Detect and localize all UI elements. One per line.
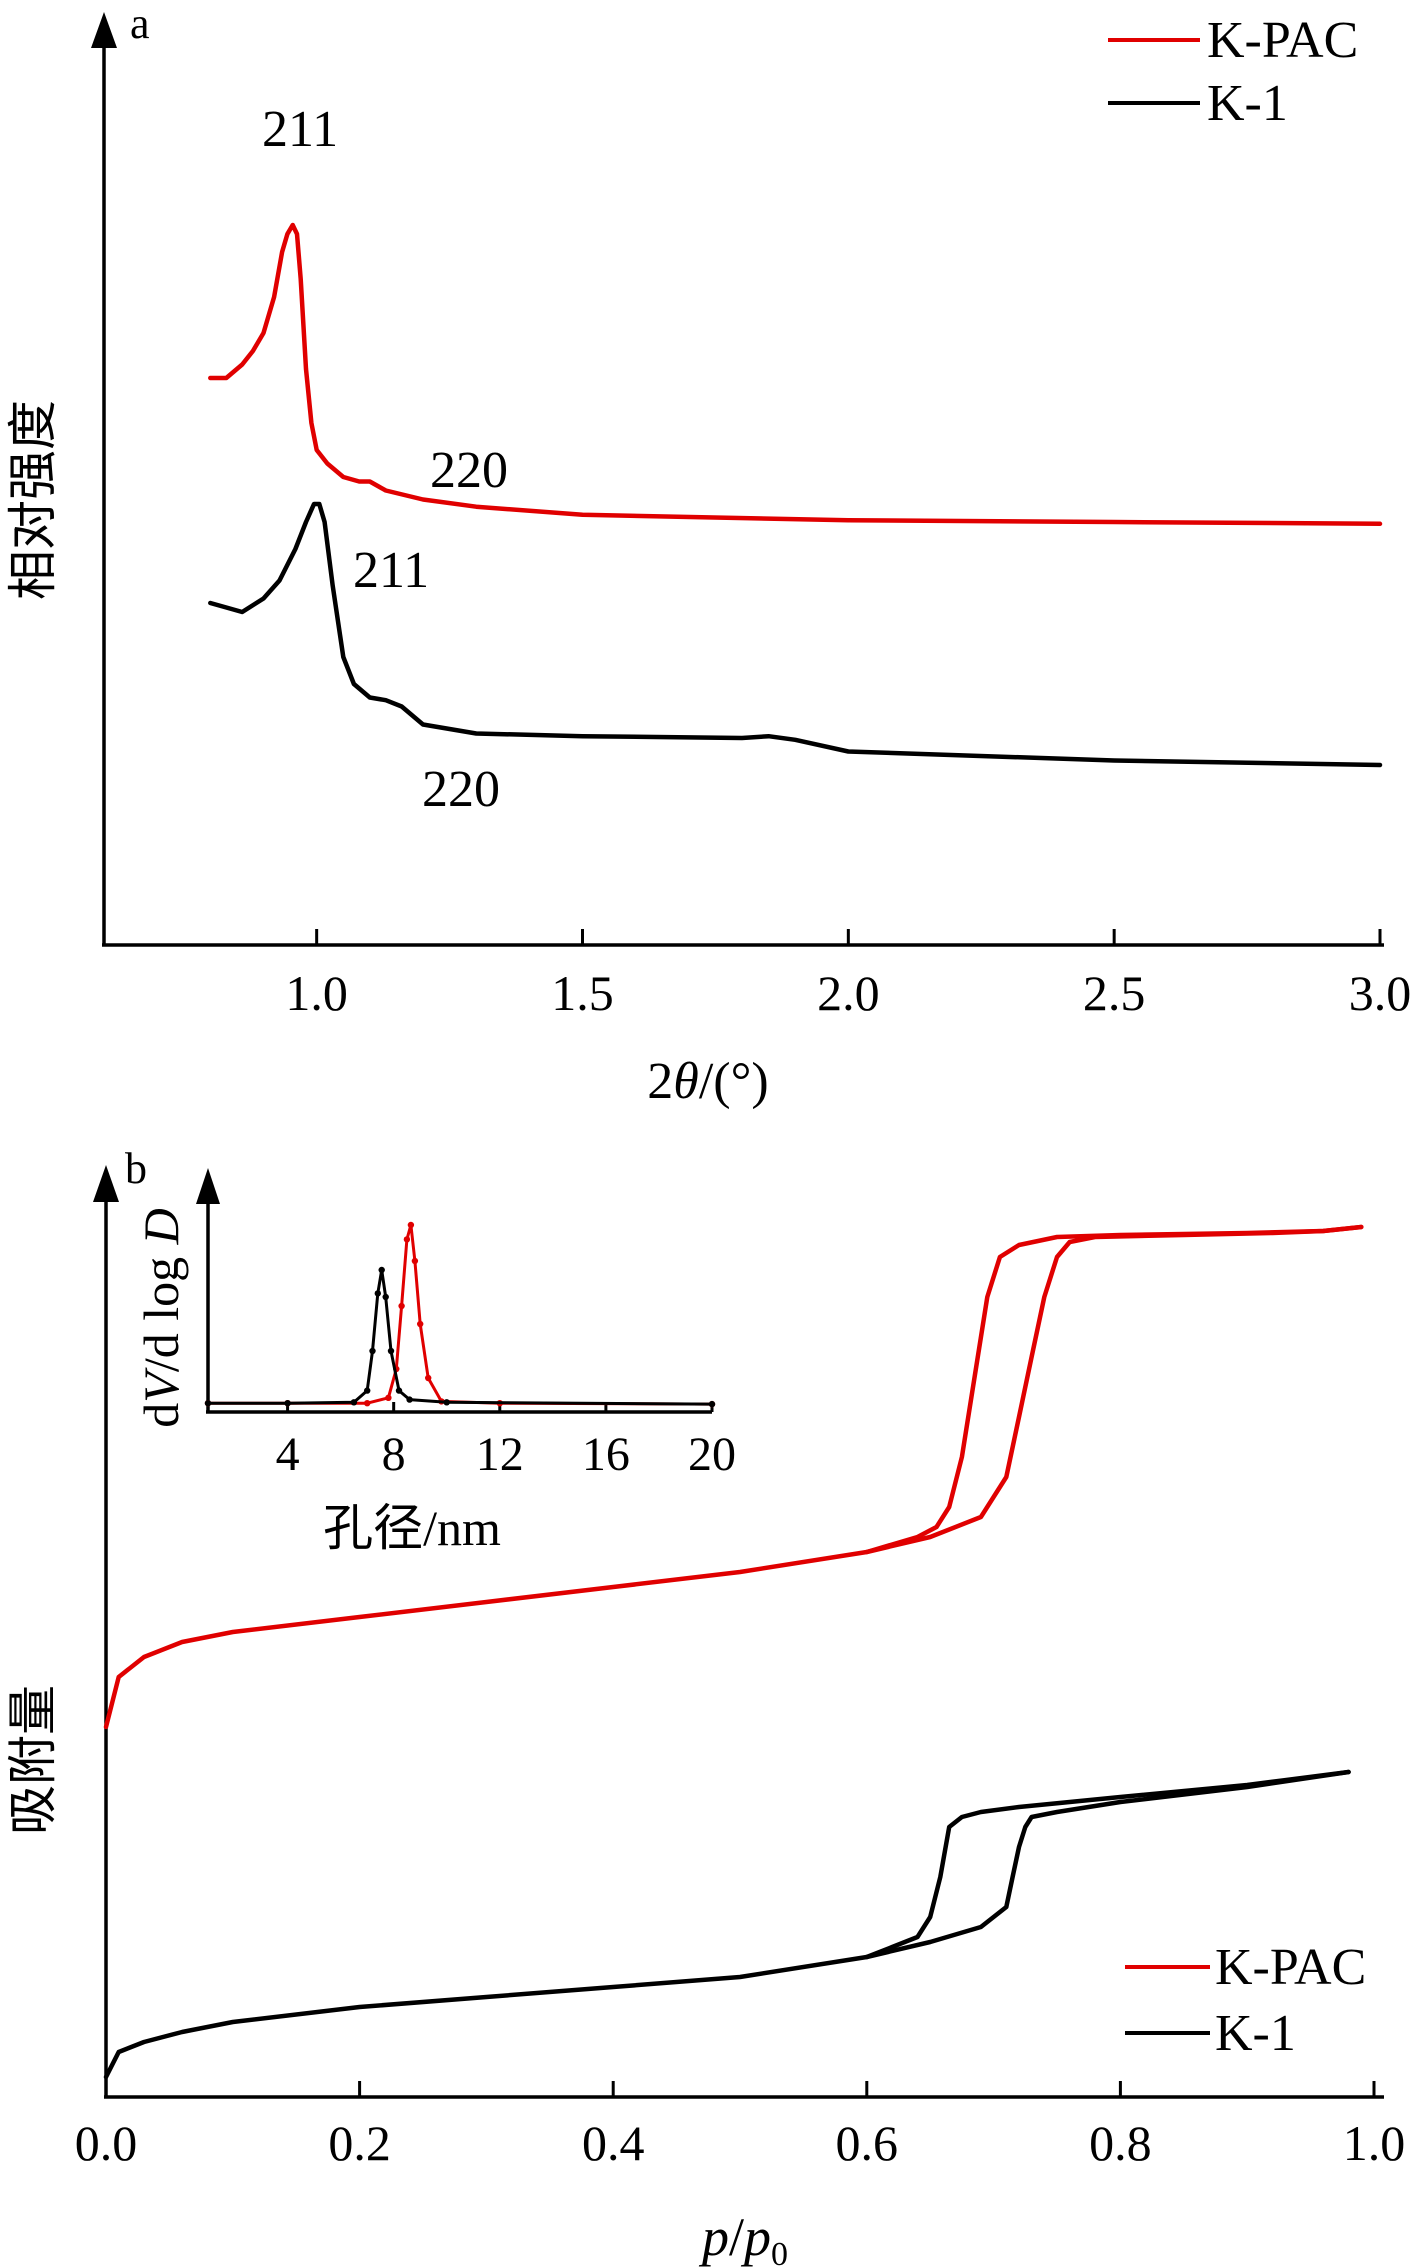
inset-x-tick-label-1: 8: [382, 1428, 406, 1481]
inset-ylabel-dd: D: [133, 1208, 189, 1245]
inset-point-k-1-12: [708, 1400, 716, 1408]
inset-ylabel-v: V: [133, 1367, 189, 1403]
panel-b-adsorption-k-1: [103, 1769, 1351, 2080]
panel-b-x-tick-label-2: 0.4: [582, 2115, 645, 2171]
panel-a-y-arrow-icon: [91, 12, 117, 48]
panel-a-x-tick-label-0: 1.0: [285, 965, 348, 1021]
panel-a: a 1.0 1.5 2.0 2.5 3.0 相对强度 2θ/(°) K-PAC K-1 …: [5, 0, 1411, 1110]
inset-point-k-1-4: [369, 1347, 376, 1355]
panel-a-legend-k1: K-1: [1207, 75, 1288, 132]
inset-point-k-1-9: [395, 1387, 403, 1394]
panel-b-y-arrow-icon: [93, 1165, 119, 1202]
panel-b-xlabel-slash: /: [729, 2207, 744, 2267]
inset-ylabel: dV/d log D: [133, 1208, 189, 1427]
panel-a-line-k-1: [208, 501, 1383, 768]
inset-point-k-pac-2: [364, 1400, 371, 1407]
inset-point-k-1-2: [350, 1399, 358, 1406]
annotation-k1-211: 211: [353, 542, 429, 599]
inset-point-k-1-11: [443, 1399, 450, 1406]
inset-xlabel: 孔径/nm: [323, 1500, 501, 1556]
panel-a-xlabel-suffix: /(°): [699, 1053, 769, 1110]
panel-a-line-k-pac: [208, 222, 1383, 527]
panel-b-xlabel-p: p: [698, 2207, 729, 2267]
inset-chart: 4 8 12 16 20 孔径/nm dV/d log D: [133, 1168, 736, 1556]
annotation-kpac-211: 211: [262, 101, 338, 158]
panel-b-x-tick-label-1: 0.2: [328, 2115, 391, 2171]
panel-b-x-tick-label-5: 1.0: [1343, 2115, 1406, 2171]
panel-b-x-tick-label-3: 0.6: [836, 2115, 899, 2171]
inset-point-k-pac-7: [407, 1221, 415, 1229]
panel-a-xlabel-prefix: 2: [647, 1053, 673, 1110]
panel-b-x-tick-label-0: 0.0: [75, 2115, 138, 2171]
panel-a-x-tick-label-1: 1.5: [551, 965, 614, 1021]
panel-b-desorption-k-pac: [864, 1224, 1364, 1555]
inset-point-k-pac-8: [411, 1257, 419, 1265]
inset-ylabel-mid: /d log: [133, 1244, 189, 1372]
panel-a-x-tick-label-2: 2.0: [817, 965, 880, 1021]
panel-a-ylabel: 相对强度: [5, 400, 61, 600]
inset-point-k-1-6: [378, 1266, 385, 1274]
inset-x-ticks: 4 8 12 16 20: [276, 1402, 736, 1481]
inset-x-tick-label-4: 20: [688, 1428, 736, 1481]
inset-ylabel-d: d: [133, 1403, 189, 1428]
inset-point-k-1-7: [382, 1293, 389, 1301]
panel-a-series: [208, 222, 1383, 768]
panel-b-x-ticks: 0.0 0.2 0.4 0.6 0.8 1.0: [75, 2081, 1406, 2171]
inset-point-k-1-8: [387, 1347, 395, 1355]
panel-b-label: b: [125, 1144, 147, 1193]
inset-y-arrow-icon: [196, 1168, 220, 1204]
inset-point-k-1-10: [406, 1396, 413, 1403]
inset-x-tick-label-2: 12: [476, 1428, 524, 1481]
inset-line-k-pac: [206, 1223, 714, 1406]
panel-a-x-tick-label-3: 2.5: [1083, 965, 1146, 1021]
inset-point-k-pac-6: [403, 1236, 411, 1243]
inset-x-tick-label-0: 4: [276, 1428, 300, 1481]
panel-b-xlabel-sub: 0: [771, 2236, 788, 2268]
inset-point-k-pac-10: [425, 1374, 432, 1382]
panel-b-legend-k1: K-1: [1215, 2005, 1296, 2062]
inset-point-k-1-1: [284, 1400, 291, 1407]
panel-b-xlabel: p/p0: [698, 2207, 788, 2268]
panel-b-desorption-k-1: [864, 1769, 1351, 1960]
panel-b: b 0.0 0.2 0.4 0.6 0.8 1.0 吸附量 p/p0 K-PAC K-1 …: [5, 1144, 1405, 2268]
panel-a-x-tick-label-4: 3.0: [1349, 965, 1412, 1021]
inset-line-k-1: [206, 1268, 714, 1406]
inset-x-tick-label-3: 16: [582, 1428, 630, 1481]
panel-a-label: a: [130, 0, 150, 48]
panel-b-xlabel-p0: p: [740, 2207, 771, 2267]
inset-point-k-pac-9: [417, 1320, 424, 1328]
panel-b-series: [103, 1224, 1364, 2080]
panel-b-legend-kpac: K-PAC: [1215, 1939, 1366, 1996]
inset-point-k-pac-5: [398, 1302, 405, 1310]
panel-a-legend-kpac: K-PAC: [1207, 12, 1358, 69]
annotation-k1-220: 220: [422, 761, 500, 818]
inset-point-k-pac-3: [385, 1394, 392, 1402]
inset-point-k-1-0: [204, 1400, 212, 1407]
inset-point-k-1-3: [364, 1387, 371, 1394]
inset-series: [204, 1221, 716, 1408]
panel-a-x-ticks: 1.0 1.5 2.0 2.5 3.0: [285, 929, 1411, 1021]
inset-point-k-1-5: [374, 1290, 381, 1297]
panel-a-xlabel: 2θ/(°): [647, 1053, 768, 1110]
panel-b-ylabel: 吸附量: [5, 1685, 61, 1835]
annotation-kpac-220: 220: [430, 442, 508, 499]
panel-b-x-tick-label-4: 0.8: [1089, 2115, 1152, 2171]
panel-a-xlabel-theta: θ: [673, 1053, 699, 1110]
